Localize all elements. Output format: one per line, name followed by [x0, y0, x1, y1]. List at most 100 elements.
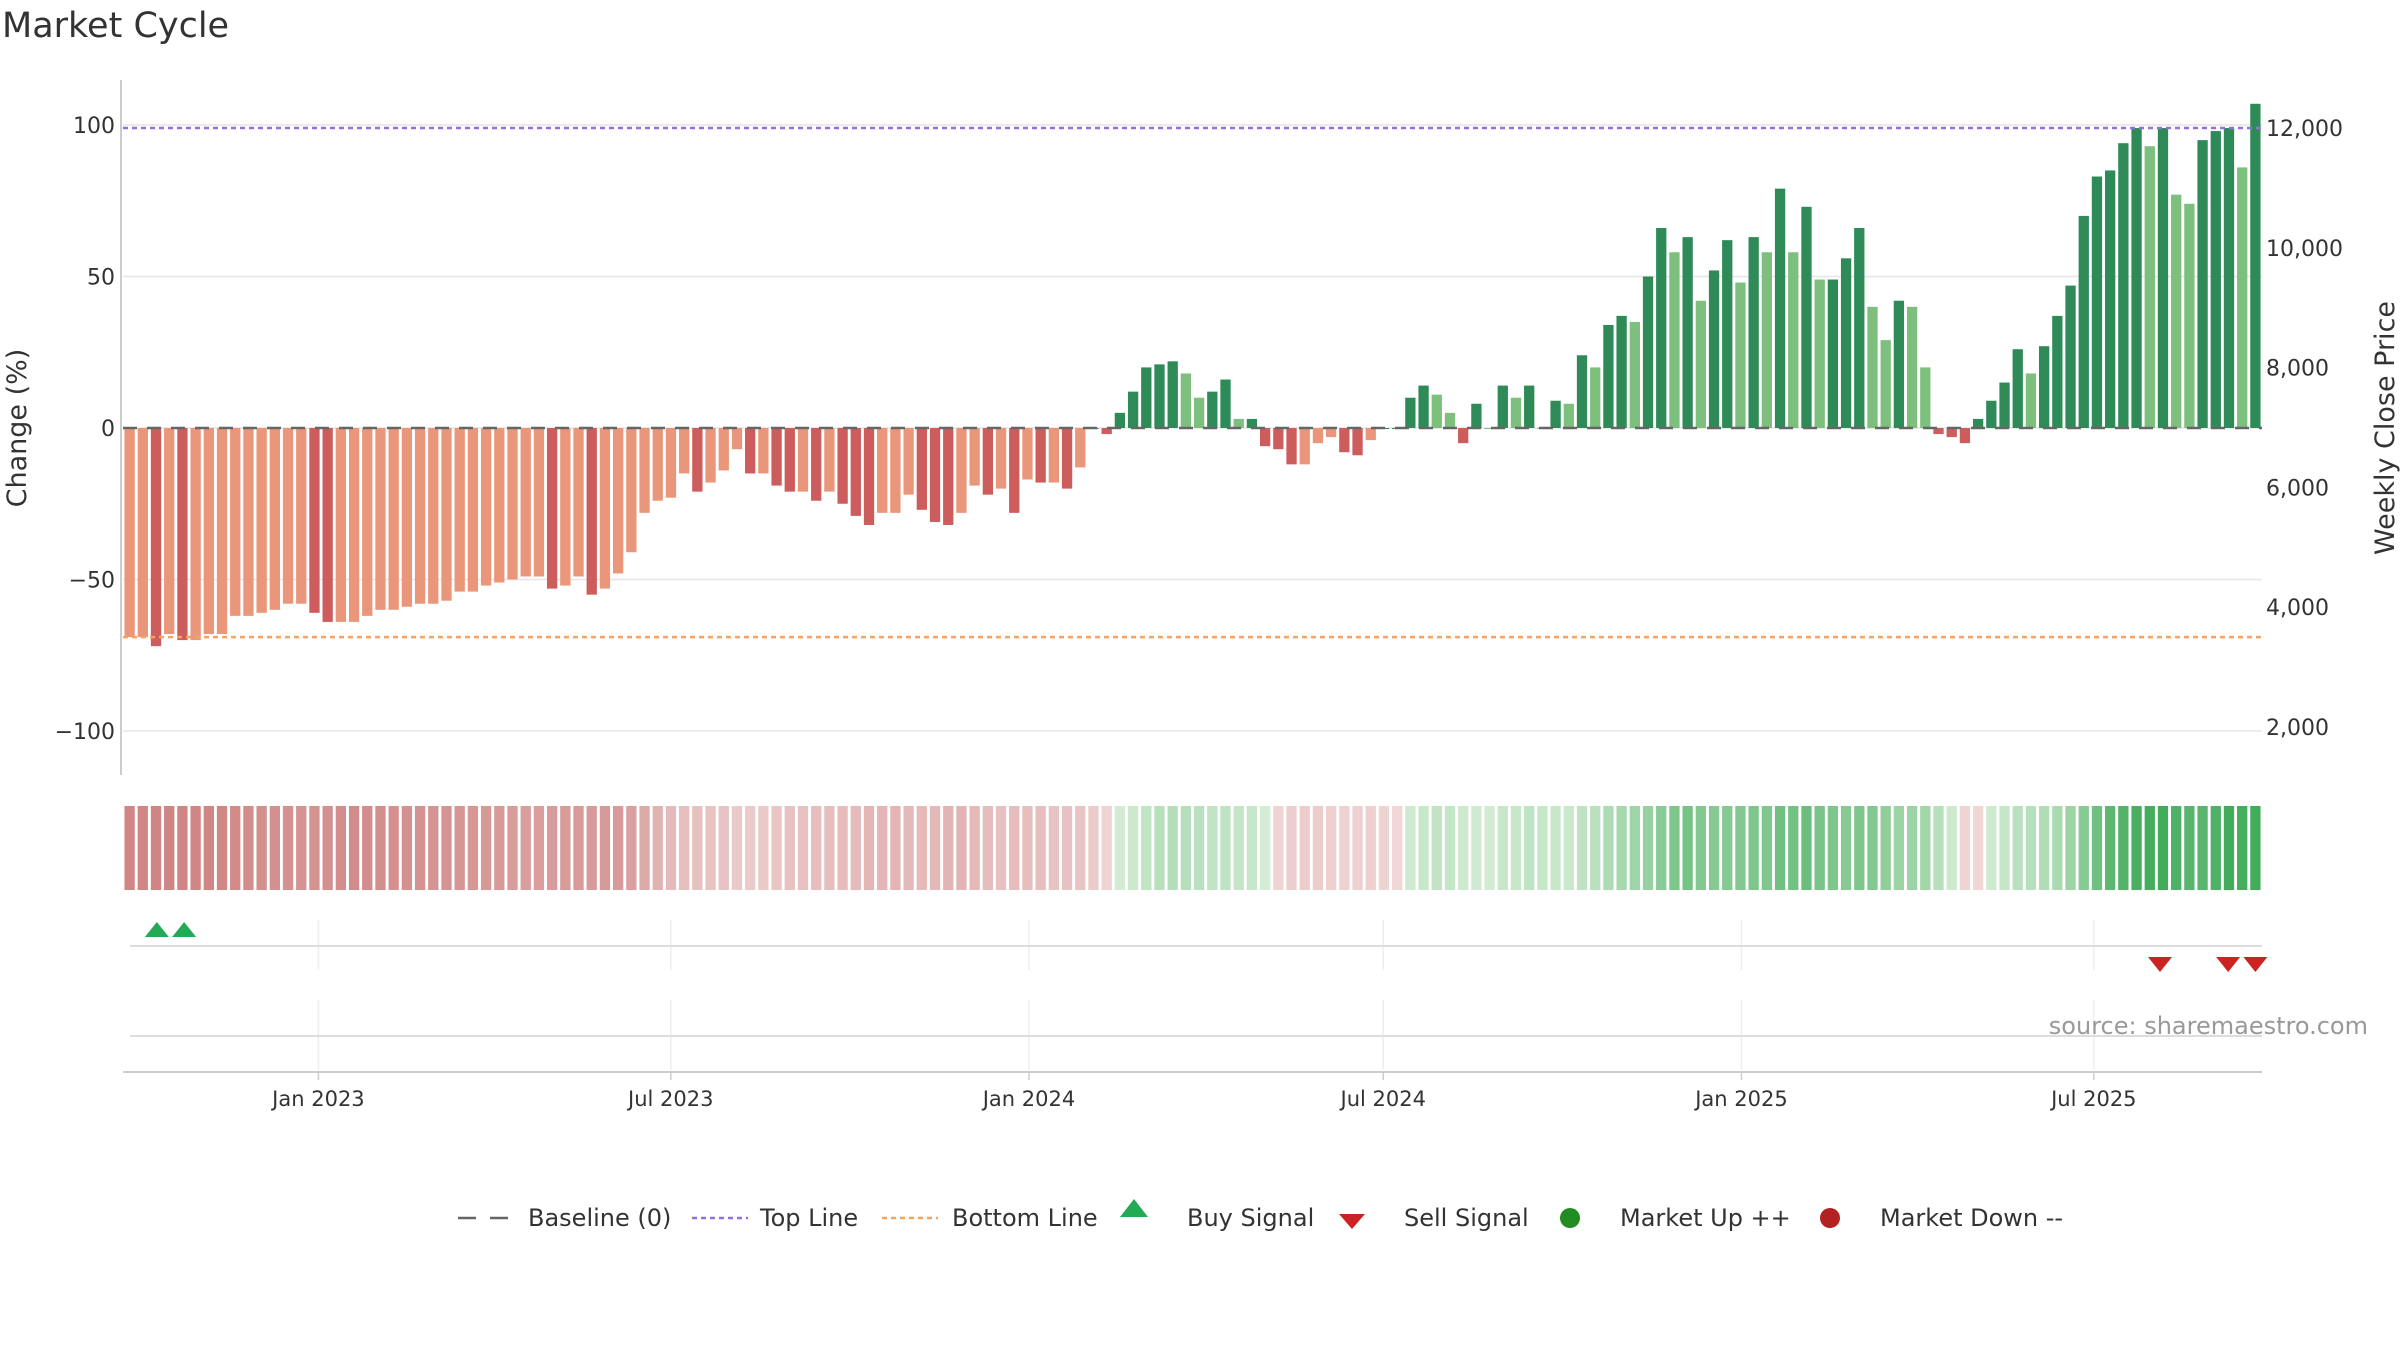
change-bar — [1524, 385, 1535, 428]
trend-cell — [1550, 806, 1561, 890]
change-bar — [1682, 237, 1693, 428]
trend-cell — [1986, 806, 1997, 890]
trend-cell — [731, 806, 743, 890]
trend-cell — [1154, 806, 1165, 890]
change-bar — [520, 428, 531, 577]
change-bar — [573, 428, 584, 577]
trend-strip — [124, 806, 2261, 890]
tick-labels: 100 50 0 −50 −100 12,000 10,000 8,000 6,000 4,000… — [2, 114, 2400, 745]
trend-cell — [1669, 806, 1680, 890]
change-bar — [1788, 252, 1799, 428]
x-tick-label: Jul 2023 — [626, 1087, 713, 1111]
change-bar — [1233, 418, 1244, 428]
change-bar — [1405, 397, 1416, 428]
trend-cell — [1458, 806, 1469, 890]
trend-cell — [1299, 806, 1310, 890]
change-bar — [1959, 428, 1971, 444]
change-bar — [230, 428, 241, 616]
change-bar — [1827, 279, 1839, 428]
change-bar — [639, 428, 650, 513]
legend-label: Baseline (0) — [528, 1204, 671, 1232]
trend-cell — [1378, 806, 1390, 890]
change-bar — [1774, 188, 1786, 428]
signal-panel: source: sharemaestro.com — [130, 920, 2368, 1070]
trend-cell — [362, 806, 373, 890]
trend-cell — [877, 806, 888, 890]
legend-buy-symbol — [1120, 1199, 1148, 1217]
change-bar — [929, 428, 941, 522]
change-bar — [256, 428, 267, 613]
right-tick-label: 10,000 — [2266, 237, 2343, 262]
change-bar — [784, 428, 795, 492]
trend-cell — [2157, 806, 2169, 890]
change-bar — [2237, 167, 2248, 429]
legend-market-down-symbol — [1820, 1208, 1840, 1228]
sell-signal-marker — [2148, 957, 2173, 972]
legend-label: Bottom Line — [952, 1204, 1098, 1232]
right-axis-title: Weekly Close Price — [2370, 301, 2400, 555]
change-bar — [877, 428, 888, 513]
change-bar — [969, 428, 980, 486]
trend-cell — [1431, 806, 1442, 890]
trend-cell — [1510, 806, 1522, 890]
reference-lines — [123, 126, 2262, 639]
chart-title: Market Cycle — [2, 6, 230, 46]
trend-cell — [507, 806, 518, 890]
change-bar — [282, 428, 294, 604]
change-bar — [1193, 397, 1205, 428]
change-bar — [1444, 412, 1456, 428]
change-bar — [903, 428, 914, 495]
change-bar — [533, 428, 545, 577]
trend-cell — [2184, 806, 2195, 890]
change-bar — [1656, 228, 1667, 428]
trend-cell — [309, 806, 320, 890]
trend-cell — [2197, 806, 2208, 890]
trend-cell — [916, 806, 927, 890]
trend-cell — [1642, 806, 1654, 890]
x-tick-label: Jul 2025 — [2049, 1087, 2136, 1111]
trend-cell — [890, 806, 901, 890]
change-bar — [1365, 428, 1376, 441]
trend-cell — [2210, 806, 2221, 890]
trend-cell — [1220, 806, 1231, 890]
trend-cell — [1735, 806, 1746, 890]
change-bar — [2038, 346, 2050, 428]
trend-cell — [1590, 806, 1601, 890]
trend-cell — [652, 806, 663, 890]
change-bar — [1748, 237, 1759, 428]
change-bar — [1207, 391, 1218, 428]
change-bar — [454, 428, 465, 592]
trend-cell — [269, 806, 280, 890]
change-bar — [335, 428, 347, 622]
trend-cell — [1748, 806, 1759, 890]
change-bar — [1590, 367, 1601, 428]
trend-cell — [692, 806, 703, 890]
change-bar — [1986, 400, 1997, 428]
change-bar — [1669, 252, 1680, 428]
change-bar — [1972, 418, 1984, 428]
trend-cell — [1814, 806, 1825, 890]
change-bar — [612, 428, 624, 574]
change-bar — [190, 428, 201, 641]
trend-cell — [995, 806, 1007, 890]
trend-cell — [824, 806, 835, 890]
change-bar — [1154, 364, 1165, 428]
trend-cell — [1352, 806, 1363, 890]
x-tick-label: Jan 2024 — [981, 1087, 1076, 1111]
trend-cell — [467, 806, 479, 890]
legend-label: Sell Signal — [1404, 1204, 1529, 1232]
trend-cell — [1682, 806, 1693, 890]
right-tick-label: 4,000 — [2266, 596, 2329, 621]
trend-cell — [322, 806, 333, 890]
change-bar — [2052, 315, 2063, 428]
change-bar — [811, 428, 822, 501]
trend-cell — [2250, 806, 2261, 890]
trend-cell — [1035, 806, 1046, 890]
trend-cell — [1075, 806, 1086, 890]
trend-cell — [1603, 806, 1614, 890]
trend-cell — [863, 806, 875, 890]
change-bar — [1854, 228, 1865, 428]
change-bar — [2131, 128, 2142, 428]
change-bar — [1471, 403, 1482, 428]
